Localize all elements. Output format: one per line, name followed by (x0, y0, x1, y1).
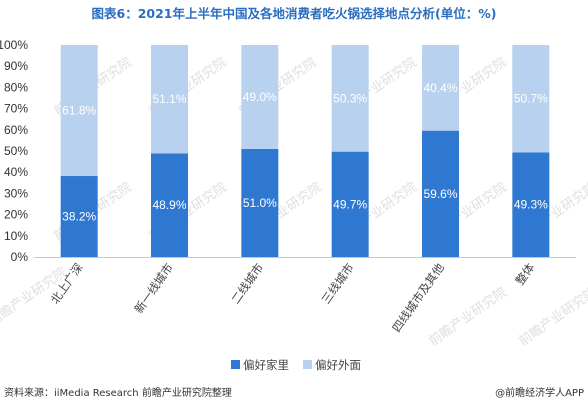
legend: 偏好家里 偏好外面 (231, 358, 361, 372)
bar-home (151, 153, 188, 257)
data-label: 48.9% (152, 198, 186, 212)
data-label: 50.7% (514, 92, 548, 106)
data-label: 49.0% (243, 90, 277, 104)
y-tick-label: 60% (4, 123, 28, 137)
y-tick-label: 0% (11, 250, 29, 264)
y-axis: 0% 10% 20% 30% 40% 50% 60% 70% 80% 90% 100% (0, 38, 28, 264)
bar-outside (60, 45, 98, 177)
legend-label-outside: 偏好外面 (315, 358, 361, 372)
x-tick-label: 整体 (513, 260, 538, 287)
bar-outside (241, 45, 279, 149)
data-label: 61.8% (62, 104, 96, 118)
watermark-text: 前瞻产业研究院 (426, 284, 510, 349)
y-tick-label: 100% (0, 38, 28, 52)
legend-label-home: 偏好家里 (243, 358, 289, 372)
bar-outside (331, 45, 369, 152)
bar-home (512, 152, 550, 257)
watermark-text: 前瞻产业研究院 (516, 284, 588, 349)
data-label: 50.3% (333, 91, 367, 105)
bar-home (60, 176, 98, 257)
bar-home (241, 148, 279, 257)
data-label: 40.4% (423, 81, 457, 95)
x-tick-label: 四线城市及其他 (389, 260, 447, 334)
y-tick-label: 40% (4, 165, 28, 179)
y-tick-label: 70% (4, 102, 28, 116)
y-tick-label: 30% (4, 186, 28, 200)
y-tick-label: 50% (4, 144, 28, 158)
data-label: 59.6% (423, 187, 457, 201)
data-label: 51.1% (152, 92, 186, 106)
footer-source: 资料来源：iiMedia Research 前瞻产业研究院整理 (4, 386, 232, 399)
bar-outside (422, 45, 459, 131)
footer-credit: @前瞻经济学人APP (495, 386, 584, 399)
y-tick-label: 90% (4, 59, 28, 73)
x-tick-label: 新一线城市 (132, 261, 176, 316)
y-tick-label: 80% (4, 80, 28, 94)
chart-title: 图表6：2021年上半年中国及各地消费者吃火锅选择地点分析(单位：%) (92, 6, 497, 21)
y-tick-label: 10% (4, 229, 28, 243)
y-tick-label: 20% (4, 208, 28, 222)
bars: 38.2% 61.8% 48.9% 51.1% 51.0% 49.0% 49.7% 50.3%… (60, 45, 550, 257)
legend-swatch-outside (303, 360, 312, 369)
data-label: 49.7% (333, 197, 367, 211)
data-label: 51.0% (243, 196, 277, 210)
bar-home (422, 130, 459, 257)
legend-swatch-home (231, 360, 240, 369)
data-label: 38.2% (62, 210, 96, 224)
bar-outside (512, 45, 550, 153)
bar-outside (151, 45, 188, 154)
data-label: 49.3% (514, 198, 548, 212)
x-tick-label: 二线城市 (228, 261, 266, 307)
bar-home (331, 151, 369, 257)
x-tick-label: 三线城市 (319, 261, 357, 307)
